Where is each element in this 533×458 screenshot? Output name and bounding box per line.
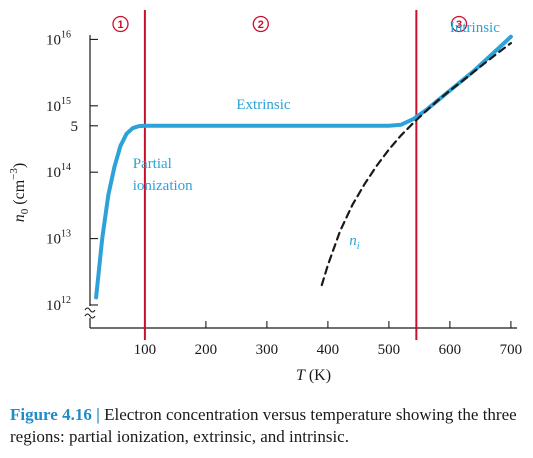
axis-break-mark-upper (84, 307, 96, 313)
y-axis-title-exp: −3 (8, 168, 20, 180)
y-tick-base: 10 (46, 232, 61, 248)
series-line-ni (320, 42, 512, 287)
ni-label-subscript: i (357, 241, 360, 252)
x-tick-label: 300 (256, 342, 279, 358)
y-tick-label: 1014 (46, 162, 71, 181)
region-label-circle (112, 15, 129, 33)
y-tick-base: 10 (46, 32, 61, 48)
figure-caption: Figure 4.16 | Electron concentration ver… (10, 404, 525, 448)
y-axis-title: n0 (cm−3) (8, 163, 31, 222)
y-tick-label-extra: 5 (71, 119, 79, 135)
x-tick-label: 600 (439, 342, 462, 358)
y-axis-title-var: n (11, 214, 28, 222)
chart: 100 200 300 400 500 600 7001012101310141015101… (8, 10, 523, 384)
region-label: 2 (258, 19, 264, 31)
region-label: 3 (456, 19, 462, 31)
y-tick-label: 1012 (46, 295, 71, 314)
y-tick-exponent: 16 (61, 29, 71, 40)
y-axis-title-sub: 0 (19, 208, 31, 214)
ni-series-label: ni (349, 233, 360, 252)
y-tick-exponent: 14 (61, 162, 71, 173)
y-tick-label: 1015 (46, 96, 71, 115)
axis-break-mark-lower (84, 313, 96, 319)
y-axis-title-close: ) (11, 163, 28, 168)
x-tick-label: 500 (378, 342, 401, 358)
y-tick-label: 1016 (46, 29, 71, 48)
y-tick-label: 1013 (46, 229, 71, 248)
region-label: 1 (117, 19, 123, 31)
y-tick-base: 10 (46, 298, 61, 314)
x-axis-title: T (K) (296, 367, 331, 384)
y-axis-title-unit: (cm (11, 179, 28, 208)
x-tick-label: 100 (134, 342, 157, 358)
y-tick-exponent: 13 (61, 229, 71, 240)
x-axis-title-unit: (K) (305, 367, 331, 384)
x-tick-label: 700 (500, 342, 523, 358)
y-tick-base: 10 (46, 165, 61, 181)
caption-label: Figure 4.16 (10, 405, 92, 424)
annotation-label: Extrinsic (236, 97, 290, 113)
caption-text: Electron concentration versus temperatur… (10, 405, 517, 446)
x-axis-title-var: T (296, 367, 306, 384)
x-tick-label: 400 (317, 342, 340, 358)
annotation-label: Intrinsic (450, 20, 500, 36)
ni-label-base: n (349, 233, 357, 249)
annotation-label: Partial (133, 156, 172, 172)
x-tick-label: 200 (195, 342, 218, 358)
caption-separator: | (91, 405, 105, 424)
annotation-label: ionization (133, 178, 193, 194)
region-label-circle (252, 15, 269, 33)
region-label-circle (450, 15, 468, 33)
y-tick-exponent: 15 (61, 96, 71, 107)
y-tick-base: 10 (46, 99, 61, 115)
y-tick-exponent: 12 (61, 295, 71, 306)
